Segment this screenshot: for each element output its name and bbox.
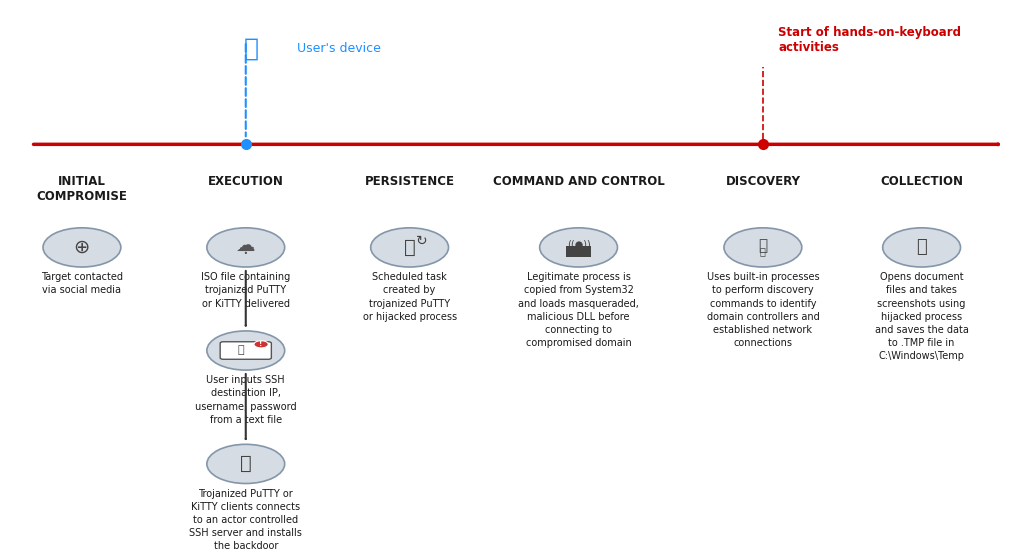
Text: PERSISTENCE: PERSISTENCE [365, 175, 455, 188]
Circle shape [371, 228, 449, 267]
FancyBboxPatch shape [566, 246, 591, 257]
Text: User inputs SSH
destination IP,
username, password
from a text file: User inputs SSH destination IP, username… [195, 375, 297, 425]
Text: Opens document
files and takes
screenshots using
hijacked process
and saves the : Opens document files and takes screensho… [874, 272, 969, 361]
Text: 👁: 👁 [760, 246, 766, 256]
Text: 🖥: 🖥 [244, 37, 258, 61]
Text: Scheduled task
created by
trojanized PuTTY
or hijacked process: Scheduled task created by trojanized PuT… [362, 272, 457, 322]
Text: ↻: ↻ [416, 234, 428, 248]
Circle shape [540, 228, 617, 267]
Circle shape [207, 228, 285, 267]
Text: ISO file containing
trojanized PuTTY
or KiTTY delivered: ISO file containing trojanized PuTTY or … [201, 272, 291, 309]
Text: !: ! [259, 341, 263, 348]
Circle shape [254, 341, 268, 348]
Text: User's device: User's device [297, 42, 381, 56]
Text: ((●)): ((●)) [566, 239, 591, 249]
Text: 👆: 👆 [916, 239, 927, 256]
Text: INITIAL
COMPROMISE: INITIAL COMPROMISE [37, 175, 127, 203]
Text: 🐞: 🐞 [240, 454, 252, 473]
Text: Legitimate process is
copied from System32
and loads masqueraded,
malicious DLL : Legitimate process is copied from System… [518, 272, 639, 348]
Text: 🖥: 🖥 [759, 238, 767, 253]
Text: Trojanized PuTTY or
KiTTY clients connects
to an actor controlled
SSH server and: Trojanized PuTTY or KiTTY clients connec… [189, 489, 302, 552]
Circle shape [724, 228, 802, 267]
Circle shape [207, 444, 285, 484]
FancyBboxPatch shape [220, 342, 271, 359]
Text: 🛡: 🛡 [403, 238, 416, 257]
Text: COLLECTION: COLLECTION [880, 175, 964, 188]
Text: Uses built-in processes
to perform discovery
commands to identify
domain control: Uses built-in processes to perform disco… [707, 272, 819, 348]
Text: Target contacted
via social media: Target contacted via social media [41, 272, 123, 295]
Text: COMMAND AND CONTROL: COMMAND AND CONTROL [493, 175, 665, 188]
Text: ⊕: ⊕ [74, 238, 90, 257]
Circle shape [883, 228, 961, 267]
Text: Start of hands-on-keyboard
activities: Start of hands-on-keyboard activities [778, 26, 962, 54]
Text: ☁: ☁ [236, 236, 256, 255]
Text: 👤: 👤 [238, 345, 244, 355]
Circle shape [43, 228, 121, 267]
Circle shape [207, 331, 285, 370]
Text: EXECUTION: EXECUTION [208, 175, 284, 188]
Text: DISCOVERY: DISCOVERY [725, 175, 801, 188]
